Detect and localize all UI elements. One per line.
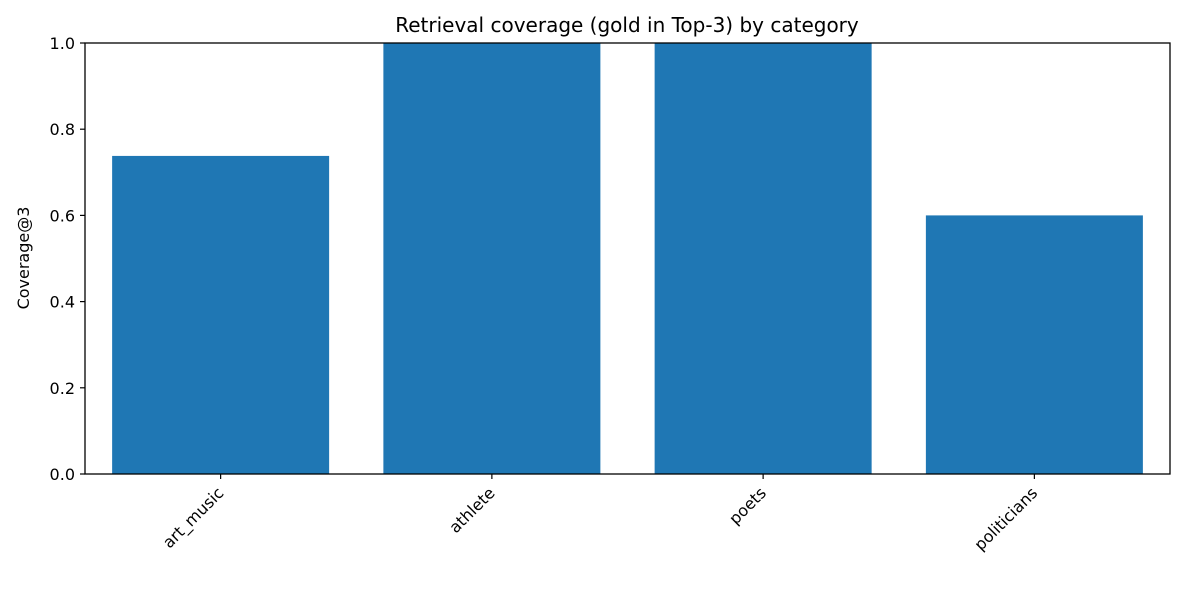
x-tick-label: poets xyxy=(725,483,770,528)
y-axis: 0.0 0.2 0.4 0.6 0.8 1.0 xyxy=(50,34,85,484)
chart-title: Retrieval coverage (gold in Top-3) by ca… xyxy=(395,13,859,37)
x-tick-label: athlete xyxy=(445,483,498,536)
plot-frame xyxy=(84,42,1171,475)
x-axis: art_music athlete poets politicians xyxy=(159,474,1041,554)
x-tick-label: art_music xyxy=(159,483,228,552)
y-tick-label: 0.2 xyxy=(50,379,75,398)
bar-politicians xyxy=(925,215,1143,474)
bar-poets xyxy=(654,43,872,474)
bar-athlete xyxy=(383,43,601,474)
y-tick-label: 0.4 xyxy=(50,293,75,312)
x-tick-label: politicians xyxy=(970,483,1041,554)
y-tick-label: 1.0 xyxy=(50,34,75,53)
y-tick-label: 0.0 xyxy=(50,465,75,484)
bar-art-music xyxy=(112,155,330,475)
bars-layer xyxy=(112,43,1143,475)
y-tick-label: 0.6 xyxy=(50,206,75,225)
y-tick-label: 0.8 xyxy=(50,120,75,139)
y-axis-label: Coverage@3 xyxy=(14,207,33,310)
